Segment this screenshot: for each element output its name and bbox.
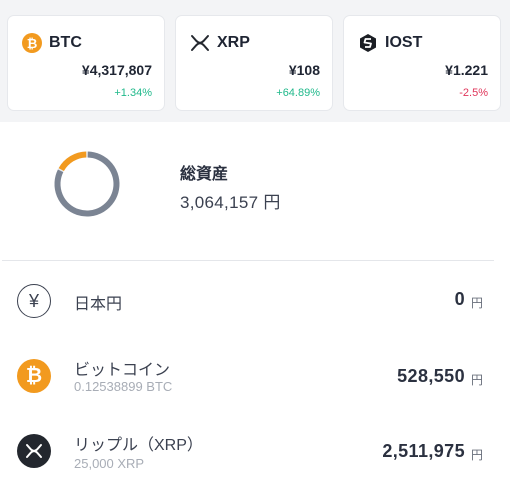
holding-row-btc[interactable]: ₿ ビットコイン 0.12538899 BTC 528,550 円 [0, 345, 510, 405]
holding-quantity: 0.12538899 BTC [74, 379, 173, 394]
ticker-card-iost[interactable]: IOST ¥1.221 -2.5% [343, 15, 501, 111]
holding-name: 日本円 [74, 296, 123, 313]
holding-unit: 円 [470, 373, 483, 387]
ticker-symbol: XRP [217, 34, 250, 51]
bitcoin-icon: ₿ [22, 33, 42, 53]
holding-row-jpy[interactable]: ¥ 日本円 0 円 [0, 270, 510, 330]
allocation-donut [54, 151, 120, 217]
holding-row-xrp[interactable]: リップル（XRP） 25,000 XRP 2,511,975 円 [0, 420, 510, 480]
yen-icon: ¥ [17, 284, 51, 318]
holding-name: ビットコイン [74, 362, 171, 379]
xrp-icon [17, 434, 51, 468]
ticker-header: XRP [190, 32, 250, 54]
ticker-header: IOST [358, 32, 422, 54]
holding-quantity: 25,000 XRP [74, 456, 145, 471]
total-assets-value: 3,064,157 円 [180, 193, 281, 212]
ticker-change: -2.5% [459, 87, 488, 99]
holding-name: リップル（XRP） [74, 437, 203, 454]
ticker-change: +64.89% [276, 87, 320, 99]
holding-unit: 円 [470, 296, 483, 310]
allocation-segment-btc [58, 151, 87, 172]
holding-amount: 528,550 [397, 366, 465, 386]
bitcoin-icon: ₿ [17, 359, 51, 393]
divider [2, 260, 494, 261]
ticker-header: ₿ BTC [22, 32, 82, 54]
ticker-price: ¥4,317,807 [81, 62, 152, 78]
allocation-segment-xrp [54, 151, 120, 217]
ticker-card-xrp[interactable]: XRP ¥108 +64.89% [175, 15, 333, 111]
holding-amount: 2,511,975 [382, 441, 465, 461]
iost-icon [358, 33, 378, 53]
ticker-change: +1.34% [114, 87, 152, 99]
holding-amount: 0 [454, 289, 465, 309]
holding-unit: 円 [470, 448, 483, 462]
total-assets-title: 総資産 [180, 166, 229, 183]
total-assets-summary: 総資産 3,064,157 円 [0, 122, 510, 262]
ticker-symbol: IOST [385, 34, 423, 51]
ticker-price: ¥108 [288, 62, 320, 78]
ticker-price: ¥1.221 [445, 62, 488, 78]
ticker-symbol: BTC [49, 34, 82, 51]
ticker-card-btc[interactable]: ₿ BTC ¥4,317,807 +1.34% [7, 15, 165, 111]
xrp-icon [191, 35, 209, 51]
